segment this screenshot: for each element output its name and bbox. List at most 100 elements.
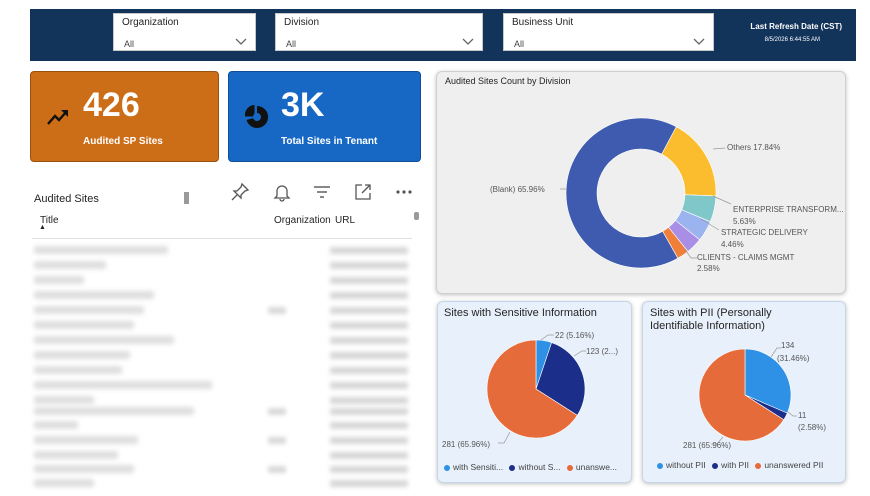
table-row (268, 408, 286, 415)
table-row (330, 397, 408, 404)
chart-title-line2: Identifiable Information) (650, 320, 765, 332)
business-unit-slicer-value: All (514, 39, 525, 49)
table-row[interactable] (34, 351, 130, 359)
last-refresh-value: 8/5/2026 6:44:55 AM (764, 37, 820, 43)
table-row[interactable] (34, 396, 94, 404)
table-row[interactable] (34, 276, 84, 284)
table-row (330, 452, 408, 459)
chevron-down-icon[interactable] (693, 38, 705, 46)
legend-item[interactable]: with Sensiti... (444, 462, 503, 472)
sort-indicator-icon[interactable]: ▲ (39, 224, 46, 231)
chart-title-line1: Sites with PII (Personally (650, 307, 772, 319)
legend-label: with Sensiti... (453, 462, 504, 472)
pie-slice-unanswered-pii[interactable] (698, 348, 785, 442)
pie-slice-without-pii[interactable] (744, 348, 792, 414)
kpi-value: 426 (83, 86, 140, 124)
table-row (330, 307, 408, 314)
table-row[interactable] (34, 366, 122, 374)
data-label: 123 (2...) (586, 347, 618, 356)
column-header-url[interactable]: URL (335, 215, 356, 226)
table-row (330, 408, 408, 415)
more-options-icon[interactable] (394, 182, 414, 202)
column-header-title[interactable]: Title (40, 215, 59, 226)
table-scrollbar[interactable] (414, 212, 419, 220)
kpi-card-total-sites[interactable]: 3K Total Sites in Tenant (228, 71, 421, 162)
table-row[interactable] (34, 291, 154, 299)
pie-slice-without-s[interactable] (535, 342, 586, 416)
data-label: 134 (781, 341, 795, 350)
table-row (330, 277, 408, 284)
table-row[interactable] (34, 381, 212, 389)
pie-slice-blank[interactable] (565, 117, 679, 269)
table-row[interactable] (34, 465, 134, 473)
legend-item[interactable]: unanswe... (566, 462, 617, 472)
table-row[interactable] (34, 479, 94, 487)
table-row[interactable] (34, 261, 106, 269)
sensitive-info-chart-panel[interactable]: Sites with Sensitive Information 22 (5.1… (437, 301, 632, 483)
table-row[interactable] (34, 436, 138, 444)
table-row[interactable] (34, 407, 194, 415)
focus-mode-icon[interactable] (353, 182, 373, 202)
data-label: (2.58%) (798, 423, 826, 432)
filter-icon[interactable] (312, 182, 332, 202)
chevron-down-icon[interactable] (462, 38, 474, 46)
data-label: 281 (65.96%) (683, 441, 731, 450)
legend-item[interactable]: unanswered PII (755, 460, 823, 470)
chart-legend: with Sensiti... without S... unanswe... (444, 462, 617, 472)
legend-item[interactable]: without PII (657, 460, 706, 470)
organization-slicer-label: Organization (122, 17, 179, 28)
legend-label: without PII (666, 460, 706, 470)
pie-slice-unanswe[interactable] (486, 339, 578, 439)
data-label: 4.46% (721, 240, 744, 249)
kpi-card-audited-sites[interactable]: 426 Audited SP Sites (30, 71, 219, 162)
business-unit-slicer-label: Business Unit (512, 17, 574, 28)
table-row (330, 322, 408, 329)
legend-dot-icon (444, 464, 450, 471)
table-row (330, 262, 408, 269)
chevron-down-icon[interactable] (235, 38, 247, 46)
chart-title: Sites with Sensitive Information (444, 307, 597, 319)
donut-chart: (Blank) 65.96% Others 17.84% ENTERPRISE … (490, 117, 844, 273)
pii-chart-panel[interactable]: Sites with PII (Personally Identifiable … (642, 301, 846, 483)
data-label: Others 17.84% (727, 143, 780, 152)
table-row[interactable] (34, 421, 78, 429)
legend-dot-icon (566, 464, 573, 471)
pin-icon[interactable] (230, 182, 250, 202)
data-label: (Blank) 65.96% (490, 185, 545, 194)
legend-label: unanswered PII (764, 460, 824, 470)
data-label: (31.46%) (777, 354, 810, 363)
table-row[interactable] (34, 306, 144, 314)
division-slicer[interactable]: Division All (275, 13, 483, 51)
legend-label: with PII (721, 460, 749, 470)
table-row[interactable] (34, 246, 168, 254)
table-title: Audited Sites (34, 193, 99, 205)
data-label: 281 (65.96%) (442, 440, 490, 449)
data-label: 11 (798, 411, 807, 420)
legend-item[interactable]: with PII (712, 460, 749, 470)
legend-item[interactable]: without S... (509, 462, 561, 472)
division-slicer-value: All (286, 39, 297, 49)
business-unit-slicer[interactable]: Business Unit All (503, 13, 714, 51)
division-chart-panel[interactable]: Audited Sites Count by Division (Blank) … (436, 71, 846, 294)
data-label: STRATEGIC DELIVERY (721, 228, 809, 237)
header-bar: Organization All Division All Business U… (30, 9, 856, 61)
kpi-caption: Total Sites in Tenant (281, 136, 378, 147)
table-row (330, 382, 408, 389)
table-row[interactable] (34, 336, 174, 344)
table-row (268, 466, 286, 473)
table-divider (32, 238, 412, 239)
kpi-caption: Audited SP Sites (83, 136, 163, 147)
pie-icon (245, 105, 269, 128)
column-header-organization[interactable]: Organization (274, 215, 331, 226)
bell-icon[interactable] (272, 182, 292, 202)
data-label: 5.63% (733, 217, 756, 226)
legend-label: without S... (518, 462, 561, 472)
visual-header-handle[interactable] (184, 192, 189, 204)
organization-slicer[interactable]: Organization All (113, 13, 256, 51)
last-refresh-label: Last Refresh Date (CST) (750, 22, 842, 31)
table-row[interactable] (34, 451, 118, 459)
table-row[interactable] (34, 321, 134, 329)
chart-title: Audited Sites Count by Division (445, 76, 571, 86)
table-row (330, 422, 408, 429)
pie-chart: 22 (5.16%) 123 (2...) 281 (65.96%) (442, 331, 618, 449)
